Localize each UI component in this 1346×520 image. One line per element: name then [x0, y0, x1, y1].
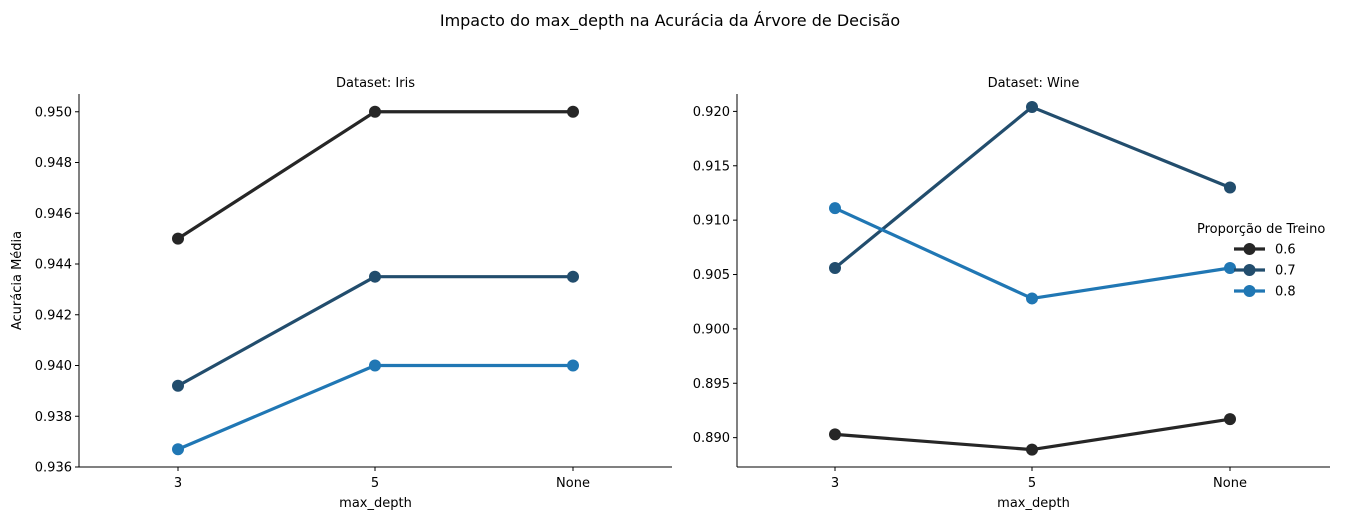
x-axis-label: max_depth [339, 496, 412, 511]
y-tick-label: 0.946 [35, 207, 72, 222]
chart-iris: Dataset: Iris 0.936 0.938 0.940 0.942 0.944 0.… [10, 76, 672, 511]
data-point [172, 379, 184, 392]
y-tick-label: 0.950 [35, 105, 72, 120]
x-tick-label: 5 [1028, 476, 1036, 491]
x-tick-label: 5 [371, 476, 379, 491]
data-point [829, 261, 841, 274]
legend-entry: 0.6 [1234, 243, 1296, 258]
x-axis-label: max_depth [997, 496, 1070, 511]
legend: Proporção de Treino 0.6 0.7 0.8 [1197, 222, 1325, 300]
data-point [172, 443, 184, 456]
y-tick-label: 0.940 [35, 359, 72, 374]
y-tick-label: 0.944 [35, 258, 72, 273]
x-tick-label: None [556, 476, 590, 491]
data-point [1224, 413, 1236, 426]
y-tick-label: 0.938 [35, 410, 72, 425]
chart-wine: Dataset: Wine 0.890 0.895 0.900 0.905 0.910 0.… [693, 76, 1330, 511]
legend-marker [1243, 243, 1256, 255]
y-tick-label: 0.910 [693, 214, 730, 229]
data-point [567, 270, 579, 283]
y-tick-label: 0.942 [35, 308, 72, 323]
series-0-7 [172, 270, 579, 392]
data-point [1026, 292, 1038, 305]
chart-title: Dataset: Wine [988, 76, 1080, 91]
data-point [1224, 181, 1236, 194]
series-0-6 [829, 413, 1236, 456]
legend-marker [1243, 285, 1256, 297]
data-point [567, 359, 579, 372]
y-tick-label: 0.948 [35, 156, 72, 171]
data-point [1026, 101, 1038, 114]
legend-label: 0.8 [1275, 285, 1296, 300]
chart-title: Dataset: Iris [336, 76, 415, 91]
series-line [176, 363, 575, 451]
series-line [176, 110, 575, 241]
y-tick-label: 0.936 [35, 461, 72, 476]
series-line [833, 105, 1232, 270]
data-point [172, 232, 184, 245]
x-tick-label: None [1213, 476, 1247, 491]
data-point [829, 202, 841, 215]
y-tick-label: 0.900 [693, 322, 730, 337]
legend-label: 0.6 [1275, 243, 1296, 258]
series-0-6 [172, 105, 579, 245]
data-point [567, 105, 579, 118]
series-line [833, 206, 1232, 301]
y-tick-label: 0.890 [693, 431, 730, 446]
legend-entry: 0.7 [1234, 264, 1296, 279]
y-tick-label: 0.895 [693, 377, 730, 392]
data-point [369, 359, 381, 372]
legend-marker [1243, 264, 1256, 276]
x-tick-label: 3 [831, 476, 839, 491]
legend-entry: 0.8 [1234, 285, 1296, 300]
series-0-7 [829, 101, 1236, 274]
series-0-8 [172, 359, 579, 456]
legend-label: 0.7 [1275, 264, 1296, 279]
data-point [369, 270, 381, 283]
series-0-8 [829, 202, 1236, 305]
legend-title: Proporção de Treino [1197, 222, 1325, 237]
data-point [369, 105, 381, 118]
data-point [1224, 261, 1236, 274]
y-tick-label: 0.920 [693, 105, 730, 120]
y-tick-label: 0.905 [693, 268, 730, 283]
figure-title: Impacto do max_depth na Acurácia da Árvo… [440, 11, 900, 31]
data-point [829, 428, 841, 441]
y-axis-label: Acurácia Média [10, 231, 25, 330]
x-tick-label: 3 [174, 476, 182, 491]
y-tick-label: 0.915 [693, 159, 730, 174]
data-point [1026, 443, 1038, 456]
